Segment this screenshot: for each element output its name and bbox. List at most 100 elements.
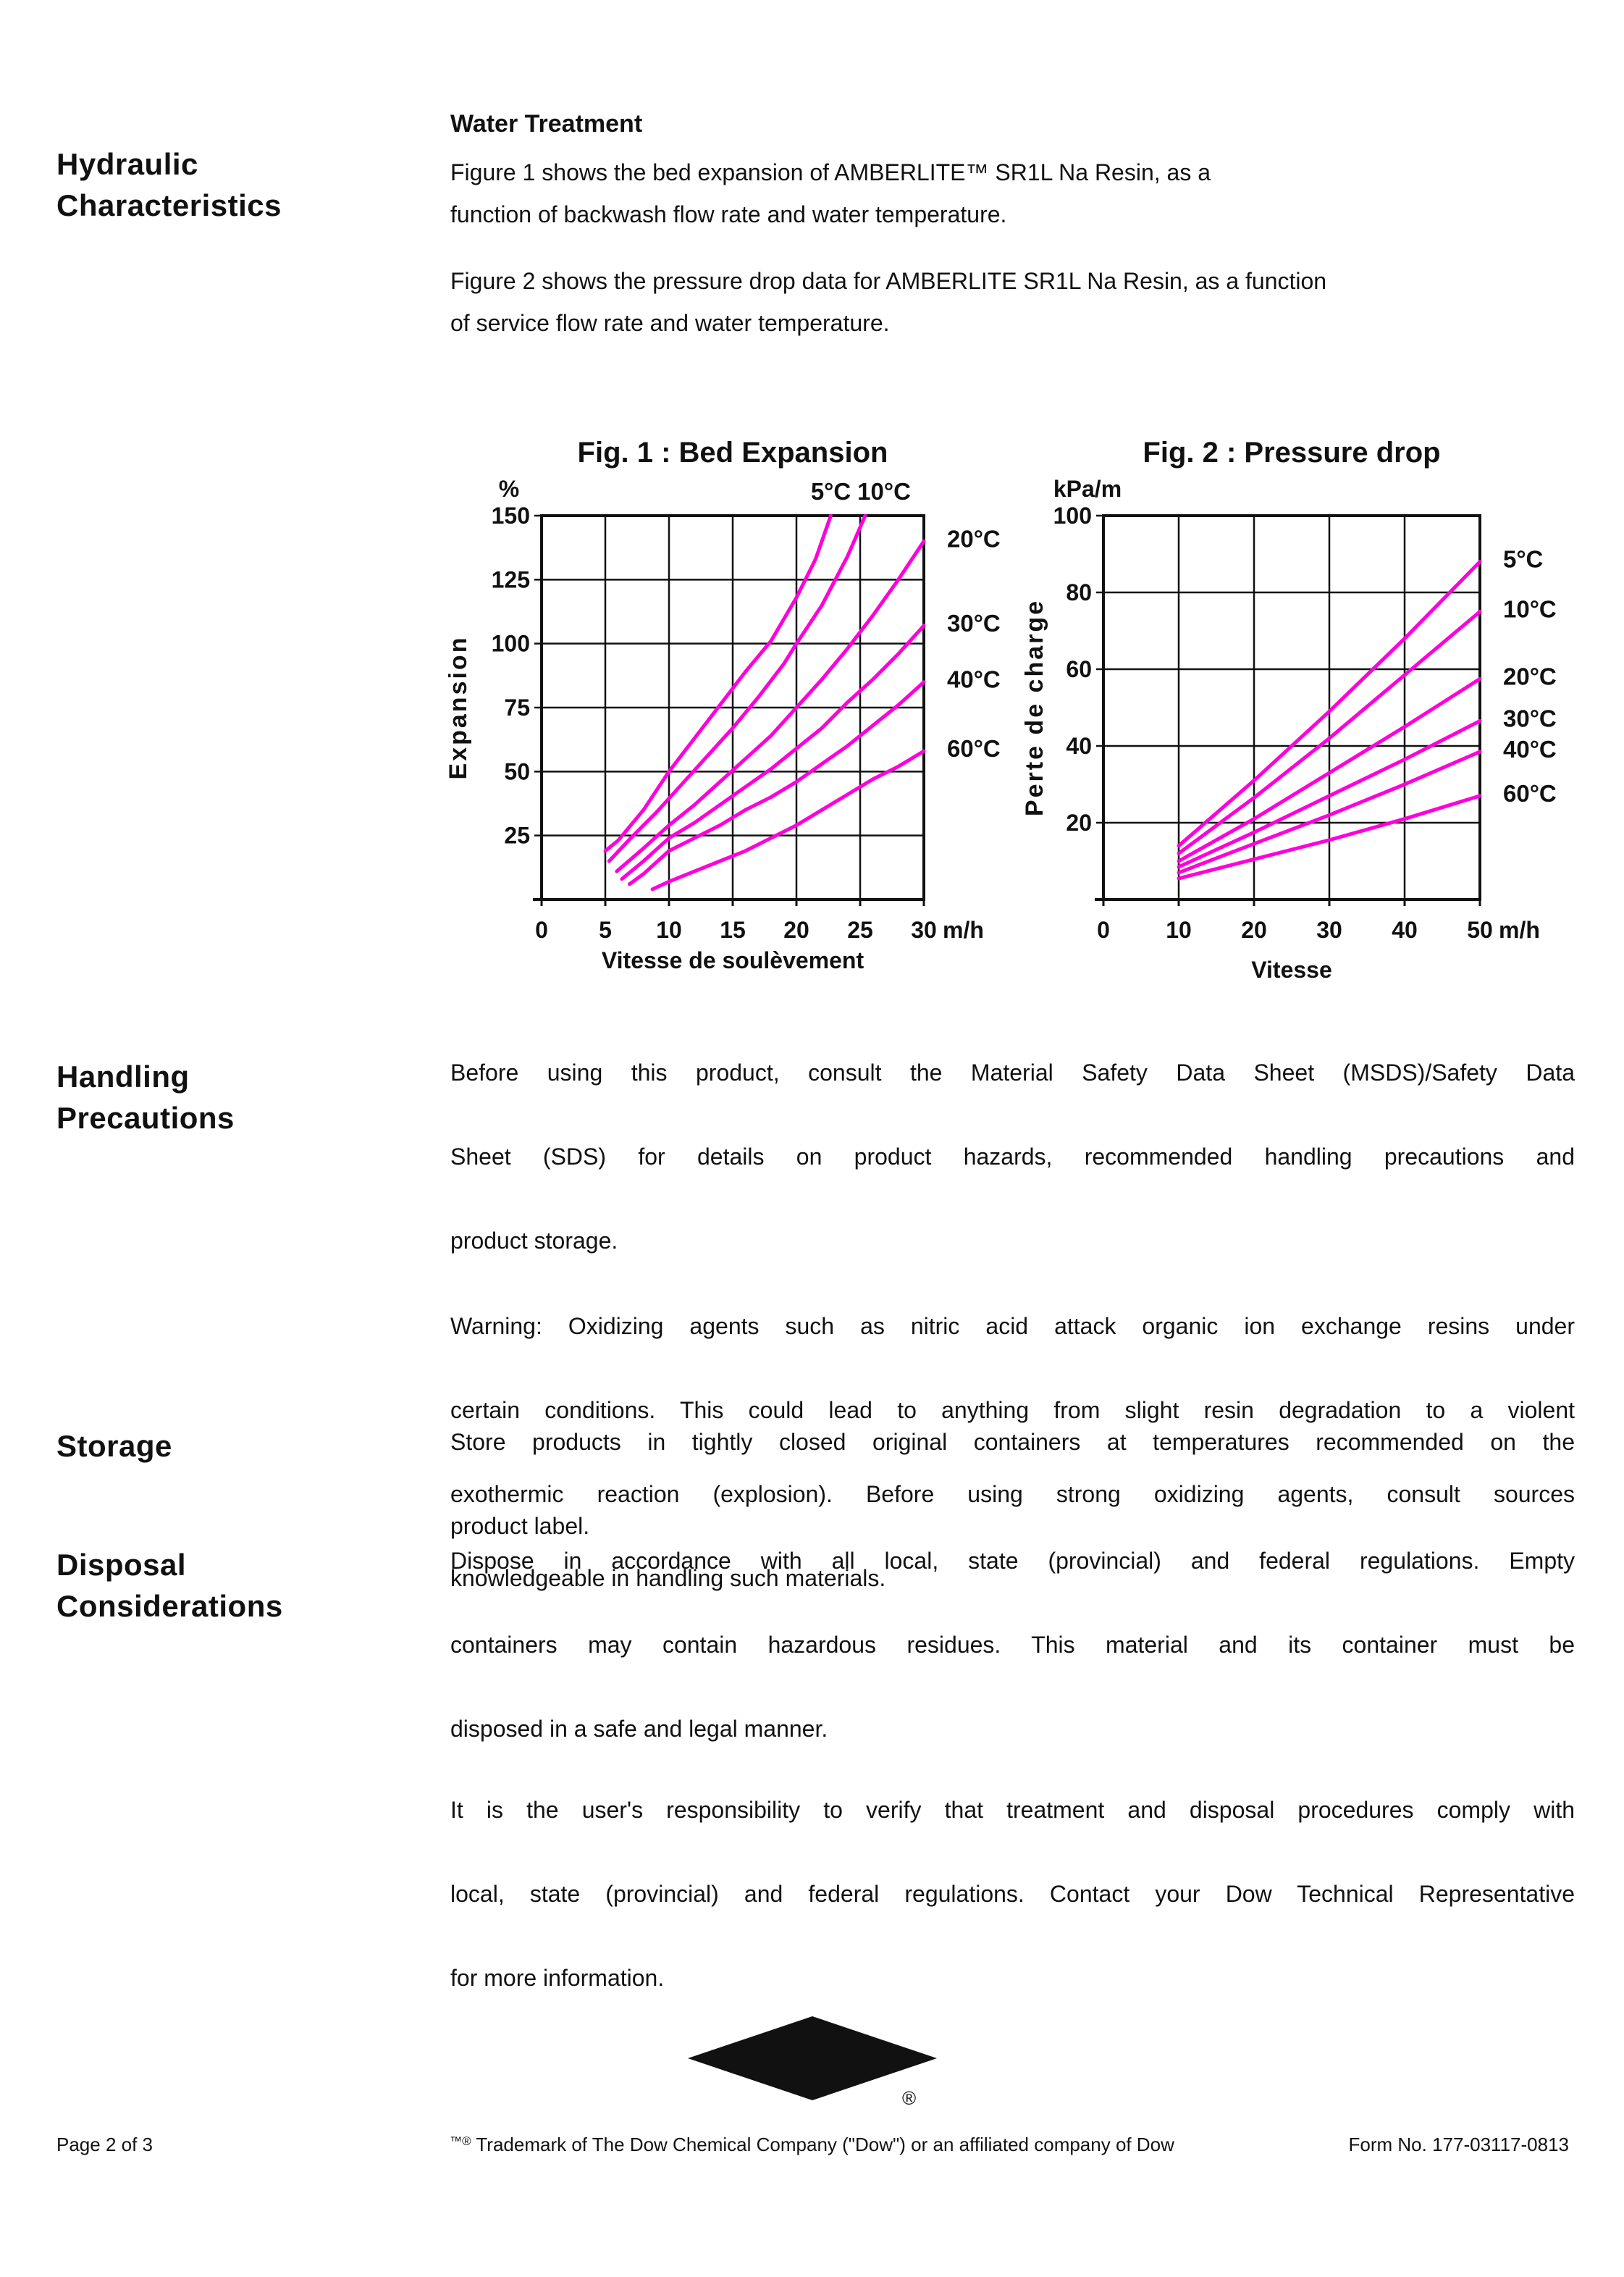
- y-axis-label: Perte de charge: [1021, 599, 1048, 816]
- heading-line: Precautions: [56, 1101, 235, 1135]
- series-line: [650, 749, 926, 892]
- text-line: certain conditions. This could lead to a…: [450, 1397, 1575, 1423]
- disposal-body: Dispose in accordance with all local, st…: [450, 1540, 1575, 1999]
- series-label: 40°C: [1503, 736, 1557, 763]
- footer-page-number: Page 2 of 3: [56, 2134, 153, 2155]
- handling-paragraph-2: Warning: Oxidizing agents such as nitric…: [450, 1305, 1575, 1599]
- chart-title: Fig. 2 : Pressure drop: [1143, 437, 1440, 469]
- storage-paragraph: Store products in tightly closed origina…: [450, 1421, 1575, 1547]
- y-tick-label: 125: [492, 566, 530, 592]
- chart-svg: Fig. 2 : Pressure drop kPa/m 20 40 60 80 100 0 1…: [1021, 437, 1557, 983]
- series-label: 5°C: [811, 478, 851, 505]
- chart-svg: Fig. 1 : Bed Expansion% 25 50 75 100 125 150 0 5…: [445, 437, 1001, 973]
- heading-line: Storage: [56, 1429, 172, 1463]
- x-tick-label: 0: [1097, 917, 1110, 943]
- x-axis-label: Vitesse de soulèvement: [602, 947, 864, 973]
- text-line: product storage.: [450, 1228, 618, 1254]
- heading-line: Handling: [56, 1060, 190, 1094]
- water-treatment-block: Water Treatment Figure 1 shows the bed e…: [450, 110, 1575, 344]
- x-tick-label: 40: [1392, 917, 1418, 943]
- x-axis-unit: m/h: [943, 917, 984, 943]
- series-label: 10°C: [1503, 596, 1557, 623]
- x-tick-label: 30: [1316, 917, 1342, 943]
- text-line: containers may contain hazardous residue…: [450, 1632, 1575, 1658]
- footer-trademark-text: Trademark of The Dow Chemical Company ("…: [471, 2134, 1174, 2155]
- text-line: Figure 1 shows the bed expansion of AMBE…: [450, 159, 1211, 185]
- chart-title: Fig. 1 : Bed Expansion: [578, 437, 888, 469]
- water-treatment-heading: Water Treatment: [450, 110, 643, 138]
- series-label: 5°C: [1503, 546, 1543, 573]
- text-line: of service flow rate and water temperatu…: [450, 310, 890, 336]
- plot-border: [1102, 514, 1481, 901]
- text-line: Before using this product, consult the M…: [450, 1060, 1575, 1086]
- text-line: knowledgeable in handling such materials…: [450, 1565, 886, 1591]
- heading-line: Considerations: [56, 1589, 283, 1623]
- series-label: 20°C: [947, 525, 1001, 552]
- x-tick-label: 20: [783, 917, 809, 943]
- x-tick-label: 30: [911, 917, 937, 943]
- series-line: [1177, 676, 1482, 863]
- series-line: [1177, 750, 1482, 875]
- section-heading-handling: Handling Precautions: [56, 1056, 235, 1138]
- water-treatment-paragraph-1: Figure 1 shows the bed expansion of AMBE…: [450, 151, 1575, 235]
- section-heading-disposal: Disposal Considerations: [56, 1544, 283, 1627]
- dow-logo: Dow ®: [688, 2016, 937, 2109]
- plot-border: [540, 514, 925, 901]
- footer-form-number: Form No. 177-03117-0813: [1348, 2134, 1569, 2155]
- text-line: local, state (provincial) and federal re…: [450, 1881, 1575, 1907]
- series-line: [603, 513, 833, 853]
- y-tick-label: 80: [1066, 579, 1092, 605]
- section-heading-storage: Storage: [56, 1425, 172, 1467]
- series-label: 30°C: [1503, 705, 1557, 732]
- fig2-pressure-drop-chart: Fig. 2 : Pressure drop kPa/m 20 40 60 80 100 0 1…: [1021, 422, 1624, 1001]
- y-tick-label: 100: [1053, 503, 1092, 529]
- heading-line: Hydraulic: [56, 147, 198, 181]
- water-treatment-paragraph-2: Figure 2 shows the pressure drop data fo…: [450, 260, 1575, 344]
- text-line: product label.: [450, 1513, 590, 1539]
- page-footer: ™® Trademark of The Dow Chemical Company…: [0, 2134, 1624, 2163]
- text-line: Store products in tightly closed origina…: [450, 1429, 1575, 1455]
- fig1-bed-expansion-chart: Fig. 1 : Bed Expansion% 25 50 75 100 125 150 0 5…: [433, 422, 1027, 1001]
- x-tick-label: 5: [599, 917, 612, 943]
- footer-trademark: ™® Trademark of The Dow Chemical Company…: [0, 2134, 1624, 2156]
- series-line: [627, 680, 926, 886]
- y-tick-label: 60: [1066, 656, 1092, 682]
- series-line: [1177, 610, 1482, 855]
- series-line: [1177, 794, 1482, 881]
- x-axis-unit: m/h: [1499, 917, 1540, 943]
- text-line: function of backwash flow rate and water…: [450, 201, 1007, 227]
- text-line: Sheet (SDS) for details on product hazar…: [450, 1144, 1575, 1170]
- y-tick-label: 25: [504, 823, 530, 849]
- series-line: [1177, 719, 1482, 869]
- dow-diamond-shape: [688, 2016, 937, 2100]
- y-tick-label: 75: [504, 695, 530, 721]
- x-axis-label: Vitesse: [1251, 957, 1332, 983]
- text-line: Dispose in accordance with all local, st…: [450, 1548, 1575, 1574]
- y-tick-label: 20: [1066, 810, 1092, 836]
- y-tick-label: 150: [492, 503, 530, 529]
- x-tick-label: 25: [847, 917, 873, 943]
- disposal-paragraph-2: It is the user's responsibility to verif…: [450, 1789, 1575, 1999]
- x-tick-label: 15: [720, 917, 746, 943]
- series-line: [607, 513, 867, 863]
- y-tick-label: 100: [492, 631, 530, 657]
- text-line: disposed in a safe and legal manner.: [450, 1716, 828, 1742]
- y-axis-label: Expansion: [445, 636, 472, 780]
- disposal-paragraph-1: Dispose in accordance with all local, st…: [450, 1540, 1575, 1750]
- registered-mark-icon: ®: [902, 2087, 916, 2109]
- storage-body: Store products in tightly closed origina…: [450, 1421, 1575, 1547]
- series-label: 10°C: [857, 478, 911, 505]
- y-axis-unit: kPa/m: [1053, 476, 1122, 502]
- series-label: 40°C: [947, 666, 1001, 693]
- x-tick-label: 50: [1467, 917, 1493, 943]
- handling-body: Before using this product, consult the M…: [450, 1052, 1575, 1599]
- y-tick-label: 50: [504, 758, 530, 784]
- text-line: exothermic reaction (explosion). Before …: [450, 1481, 1575, 1507]
- heading-line: Characteristics: [56, 188, 282, 222]
- heading-line: Disposal: [56, 1548, 187, 1582]
- series-label: 60°C: [1503, 780, 1557, 807]
- text-line: Figure 2 shows the pressure drop data fo…: [450, 268, 1327, 294]
- handling-paragraph-1: Before using this product, consult the M…: [450, 1052, 1575, 1262]
- x-tick-label: 0: [535, 917, 548, 943]
